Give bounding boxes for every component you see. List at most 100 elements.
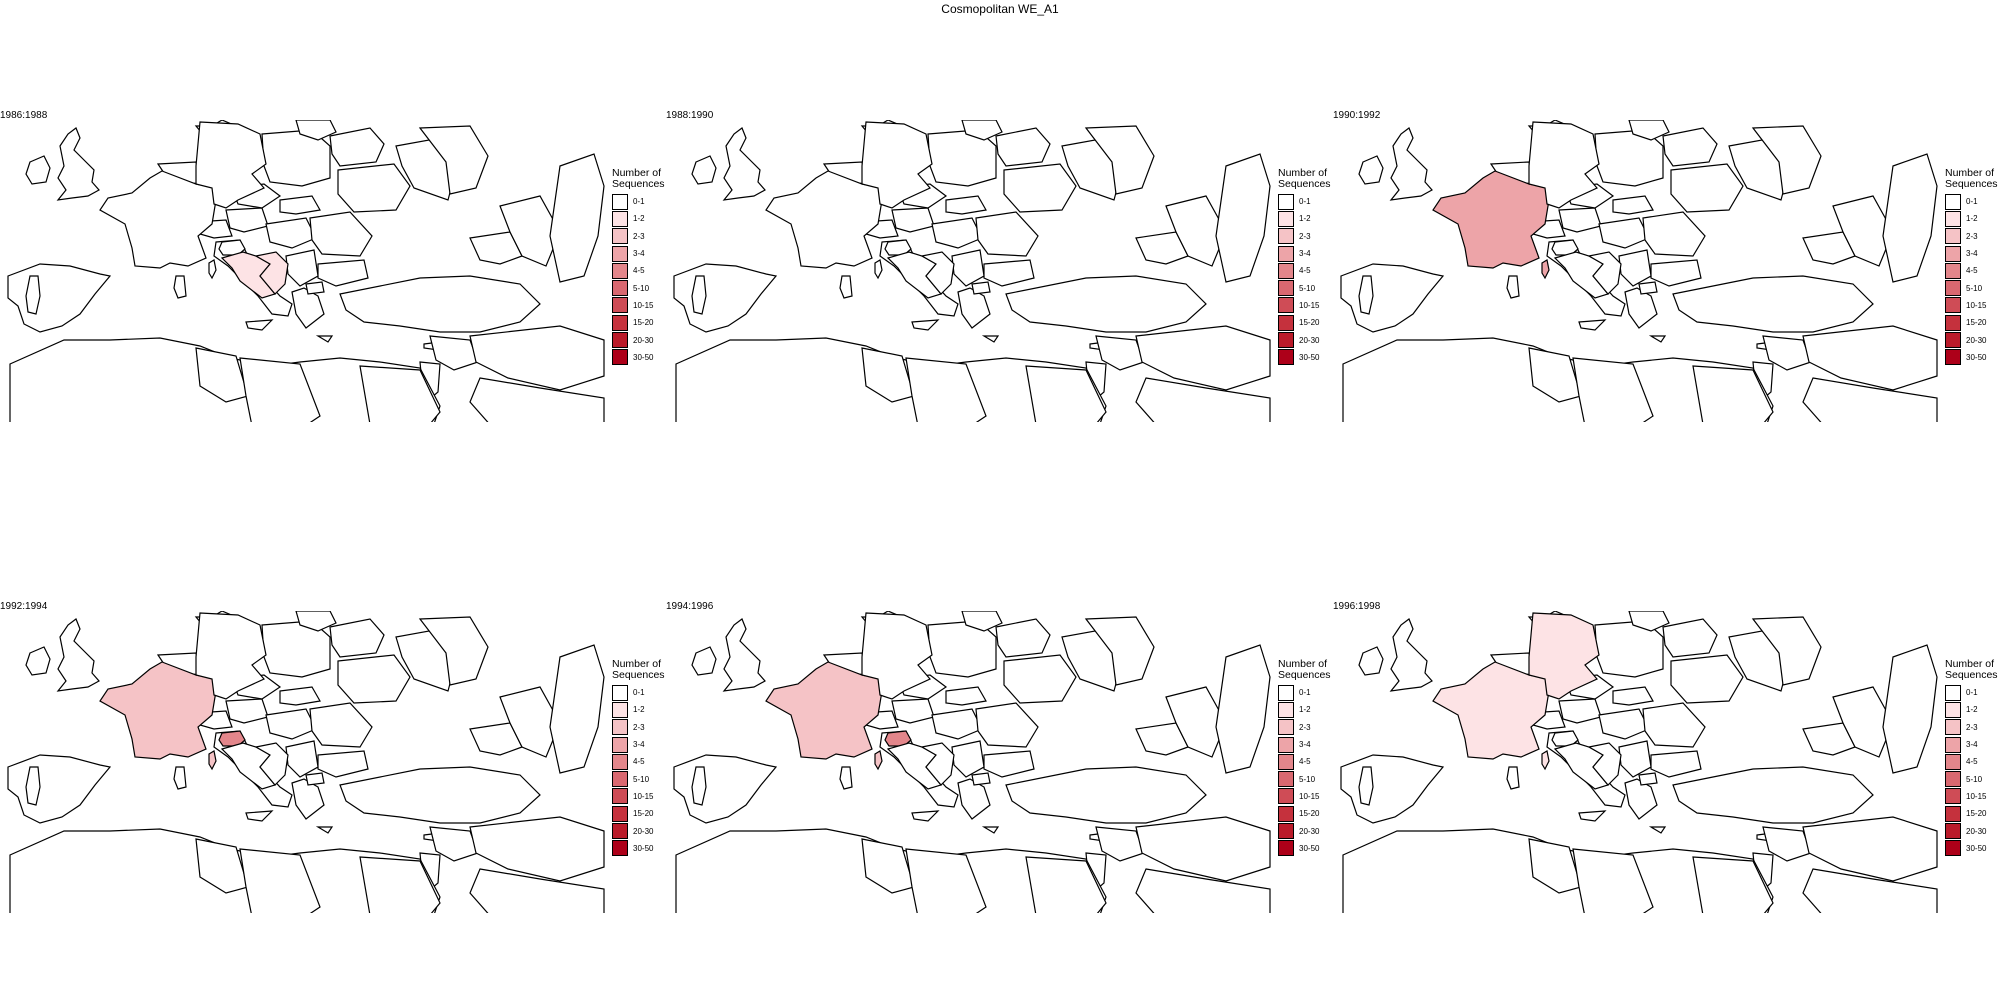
country-france: [1432, 170, 1552, 269]
country-outline: [1358, 275, 1374, 315]
legend-title: Number of Sequences: [1278, 659, 1338, 681]
legend-title-line: Sequences: [1278, 178, 1331, 190]
country-outline: [1165, 195, 1227, 267]
legend-swatch: [612, 840, 628, 857]
country-outline: [911, 810, 940, 822]
legend-item: 0-1: [1278, 684, 1338, 701]
country-bosnia: [1587, 742, 1622, 786]
legend-label: 5-10: [1966, 774, 1983, 784]
legend-label: 0-1: [633, 197, 645, 207]
legend-title: Number of Sequences: [1945, 659, 2000, 681]
legend-label: 10-15: [1966, 791, 1987, 801]
legend-item: 2-3: [1945, 719, 2000, 736]
country-outline: [315, 826, 334, 834]
legend-item: 30-50: [612, 349, 672, 366]
legend-label: 0-1: [1299, 688, 1311, 698]
legend-label: 10-15: [633, 791, 654, 801]
country-outline: [691, 275, 707, 315]
country-outline: [971, 772, 991, 786]
legend-label: 0-1: [1966, 688, 1978, 698]
country-outline: [1628, 611, 1670, 632]
legend-swatch: [612, 297, 628, 314]
country-outline: [839, 766, 853, 790]
country-outline: [1692, 365, 1774, 422]
legend-swatch: [1278, 736, 1294, 753]
legend-label: 4-5: [633, 266, 645, 276]
country-outline: [1340, 754, 1445, 824]
country-outline: [317, 259, 369, 287]
legend-title-line: Number of: [1278, 167, 1328, 179]
country-france: [765, 661, 885, 760]
legend-swatch: [1945, 332, 1961, 349]
legend-label: 30-50: [1966, 843, 1987, 853]
country-outline: [1882, 153, 1938, 283]
country-outline: [951, 249, 985, 287]
legend: Number of Sequences 0-1 1-2 2-3 3-4 4-5 5-10 10-…: [612, 659, 672, 857]
legend-item: 1-2: [1278, 210, 1338, 227]
country-france: [1432, 661, 1552, 760]
panel-period-label: 1992:1994: [0, 601, 48, 612]
legend-swatch: [1945, 193, 1961, 210]
legend-swatch: [1278, 753, 1294, 770]
country-outline: [1802, 325, 1938, 391]
country-outline: [1025, 856, 1107, 913]
country-germany: [861, 121, 933, 209]
legend-swatch: [1278, 719, 1294, 736]
legend-item: 30-50: [1278, 349, 1338, 366]
country-outline: [995, 618, 1051, 658]
country-outline: [1628, 120, 1670, 141]
legend-label: 0-1: [1299, 197, 1311, 207]
country-corsica: [874, 750, 883, 771]
country-outline: [1095, 335, 1145, 371]
legend-item: 0-1: [1945, 684, 2000, 701]
country-outline: [1802, 722, 1856, 756]
country-outline: [7, 754, 112, 824]
legend-swatch: [1278, 210, 1294, 227]
country-outline: [975, 211, 1039, 257]
legend-label: 0-1: [633, 688, 645, 698]
country-outline: [56, 127, 100, 201]
legend-item: 20-30: [1945, 822, 2000, 840]
panel-period-label: 1994:1996: [666, 601, 714, 612]
country-corsica: [208, 750, 217, 771]
country-outline: [1638, 772, 1658, 786]
country-bosnia: [1587, 251, 1622, 295]
legend-swatch: [1278, 297, 1294, 314]
country-outline: [225, 207, 269, 233]
country-outline: [195, 838, 249, 894]
legend-item: 20-30: [1278, 331, 1338, 349]
legend-label: 20-30: [633, 335, 654, 345]
country-outline: [1832, 686, 1894, 758]
country-outline: [245, 810, 274, 822]
legend-label: 5-10: [1299, 774, 1316, 784]
country-outline: [1558, 207, 1602, 233]
country-outline: [861, 838, 915, 894]
legend-title-line: Sequences: [1945, 669, 1998, 681]
legend-item: 2-3: [612, 228, 672, 245]
legend-swatch: [1945, 753, 1961, 770]
country-outline: [1670, 654, 1744, 704]
country-outline: [891, 698, 935, 724]
legend-label: 3-4: [1299, 249, 1311, 259]
legend-swatch: [612, 228, 628, 245]
legend-label: 4-5: [1966, 266, 1978, 276]
legend-label: 20-30: [1299, 826, 1320, 836]
legend-swatch: [612, 701, 628, 718]
legend-swatch: [1278, 228, 1294, 245]
country-outline: [295, 120, 337, 141]
legend-item: 20-30: [1945, 331, 2000, 349]
legend-swatch: [1278, 805, 1294, 822]
legend-swatch: [1945, 245, 1961, 262]
legend-label: 30-50: [1966, 352, 1987, 362]
country-outline: [1506, 766, 1520, 790]
country-outline: [981, 335, 1000, 343]
country-germany: [861, 612, 933, 700]
country-outline: [469, 377, 605, 422]
country-outline: [1135, 325, 1271, 391]
country-outline: [1802, 868, 1938, 913]
legend-label: 15-20: [1299, 318, 1320, 328]
country-outline: [983, 750, 1035, 778]
legend-label: 1-2: [1966, 214, 1978, 224]
country-outline: [1215, 644, 1271, 774]
country-outline: [329, 127, 385, 167]
